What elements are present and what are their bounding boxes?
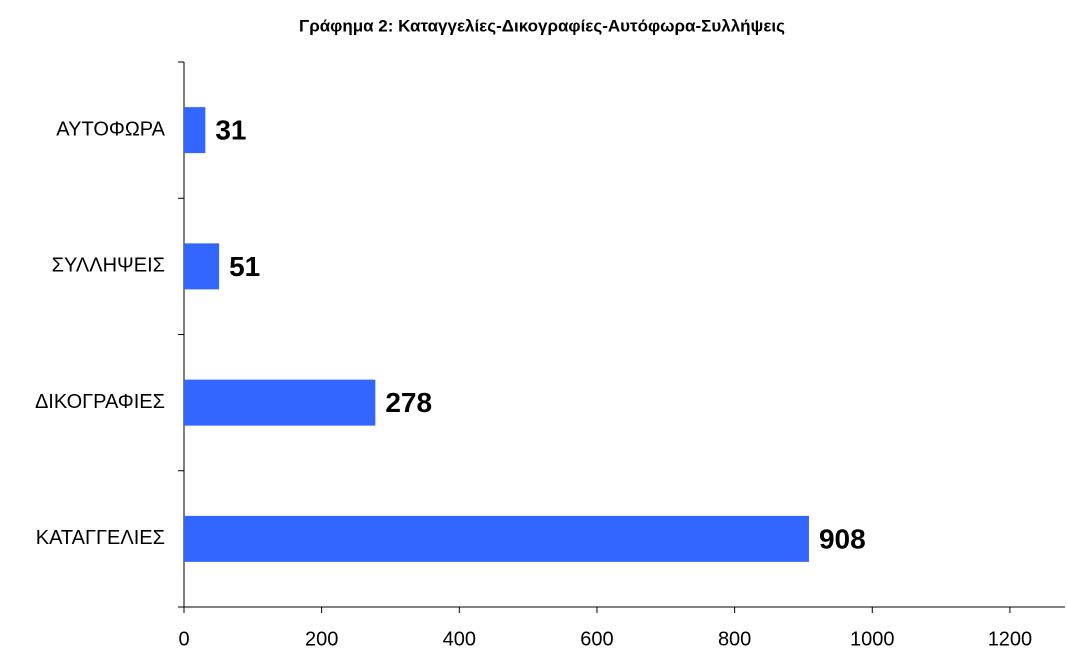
y-tick-label: ΑΥΤΟΦΩΡΑ: [56, 118, 165, 140]
y-tick-label: ΔΙΚΟΓΡΑΦΙΕΣ: [35, 391, 165, 413]
x-tick-label: 400: [443, 628, 476, 650]
bar: [184, 107, 206, 154]
x-tick-label: 0: [178, 628, 189, 650]
x-tick-label: 200: [305, 628, 338, 650]
x-tick-label: 1000: [850, 628, 895, 650]
y-tick-label: ΣΥΛΛΗΨΕΙΣ: [52, 255, 165, 277]
value-label: 278: [385, 387, 432, 418]
chart-title: Γράφημα 2: Καταγγελίες-Δικογραφίες-Αυτόφ…: [299, 16, 785, 35]
value-label: 51: [229, 251, 260, 282]
bar: [184, 243, 220, 290]
value-label: 31: [215, 115, 246, 146]
value-label: 908: [819, 523, 866, 554]
bar: [184, 379, 376, 426]
x-tick-label: 800: [718, 628, 751, 650]
y-tick-label: ΚΑΤΑΓΓΕΛΙΕΣ: [36, 527, 165, 549]
x-tick-label: 600: [580, 628, 613, 650]
bar: [184, 515, 809, 562]
x-tick-label: 1200: [988, 628, 1033, 650]
